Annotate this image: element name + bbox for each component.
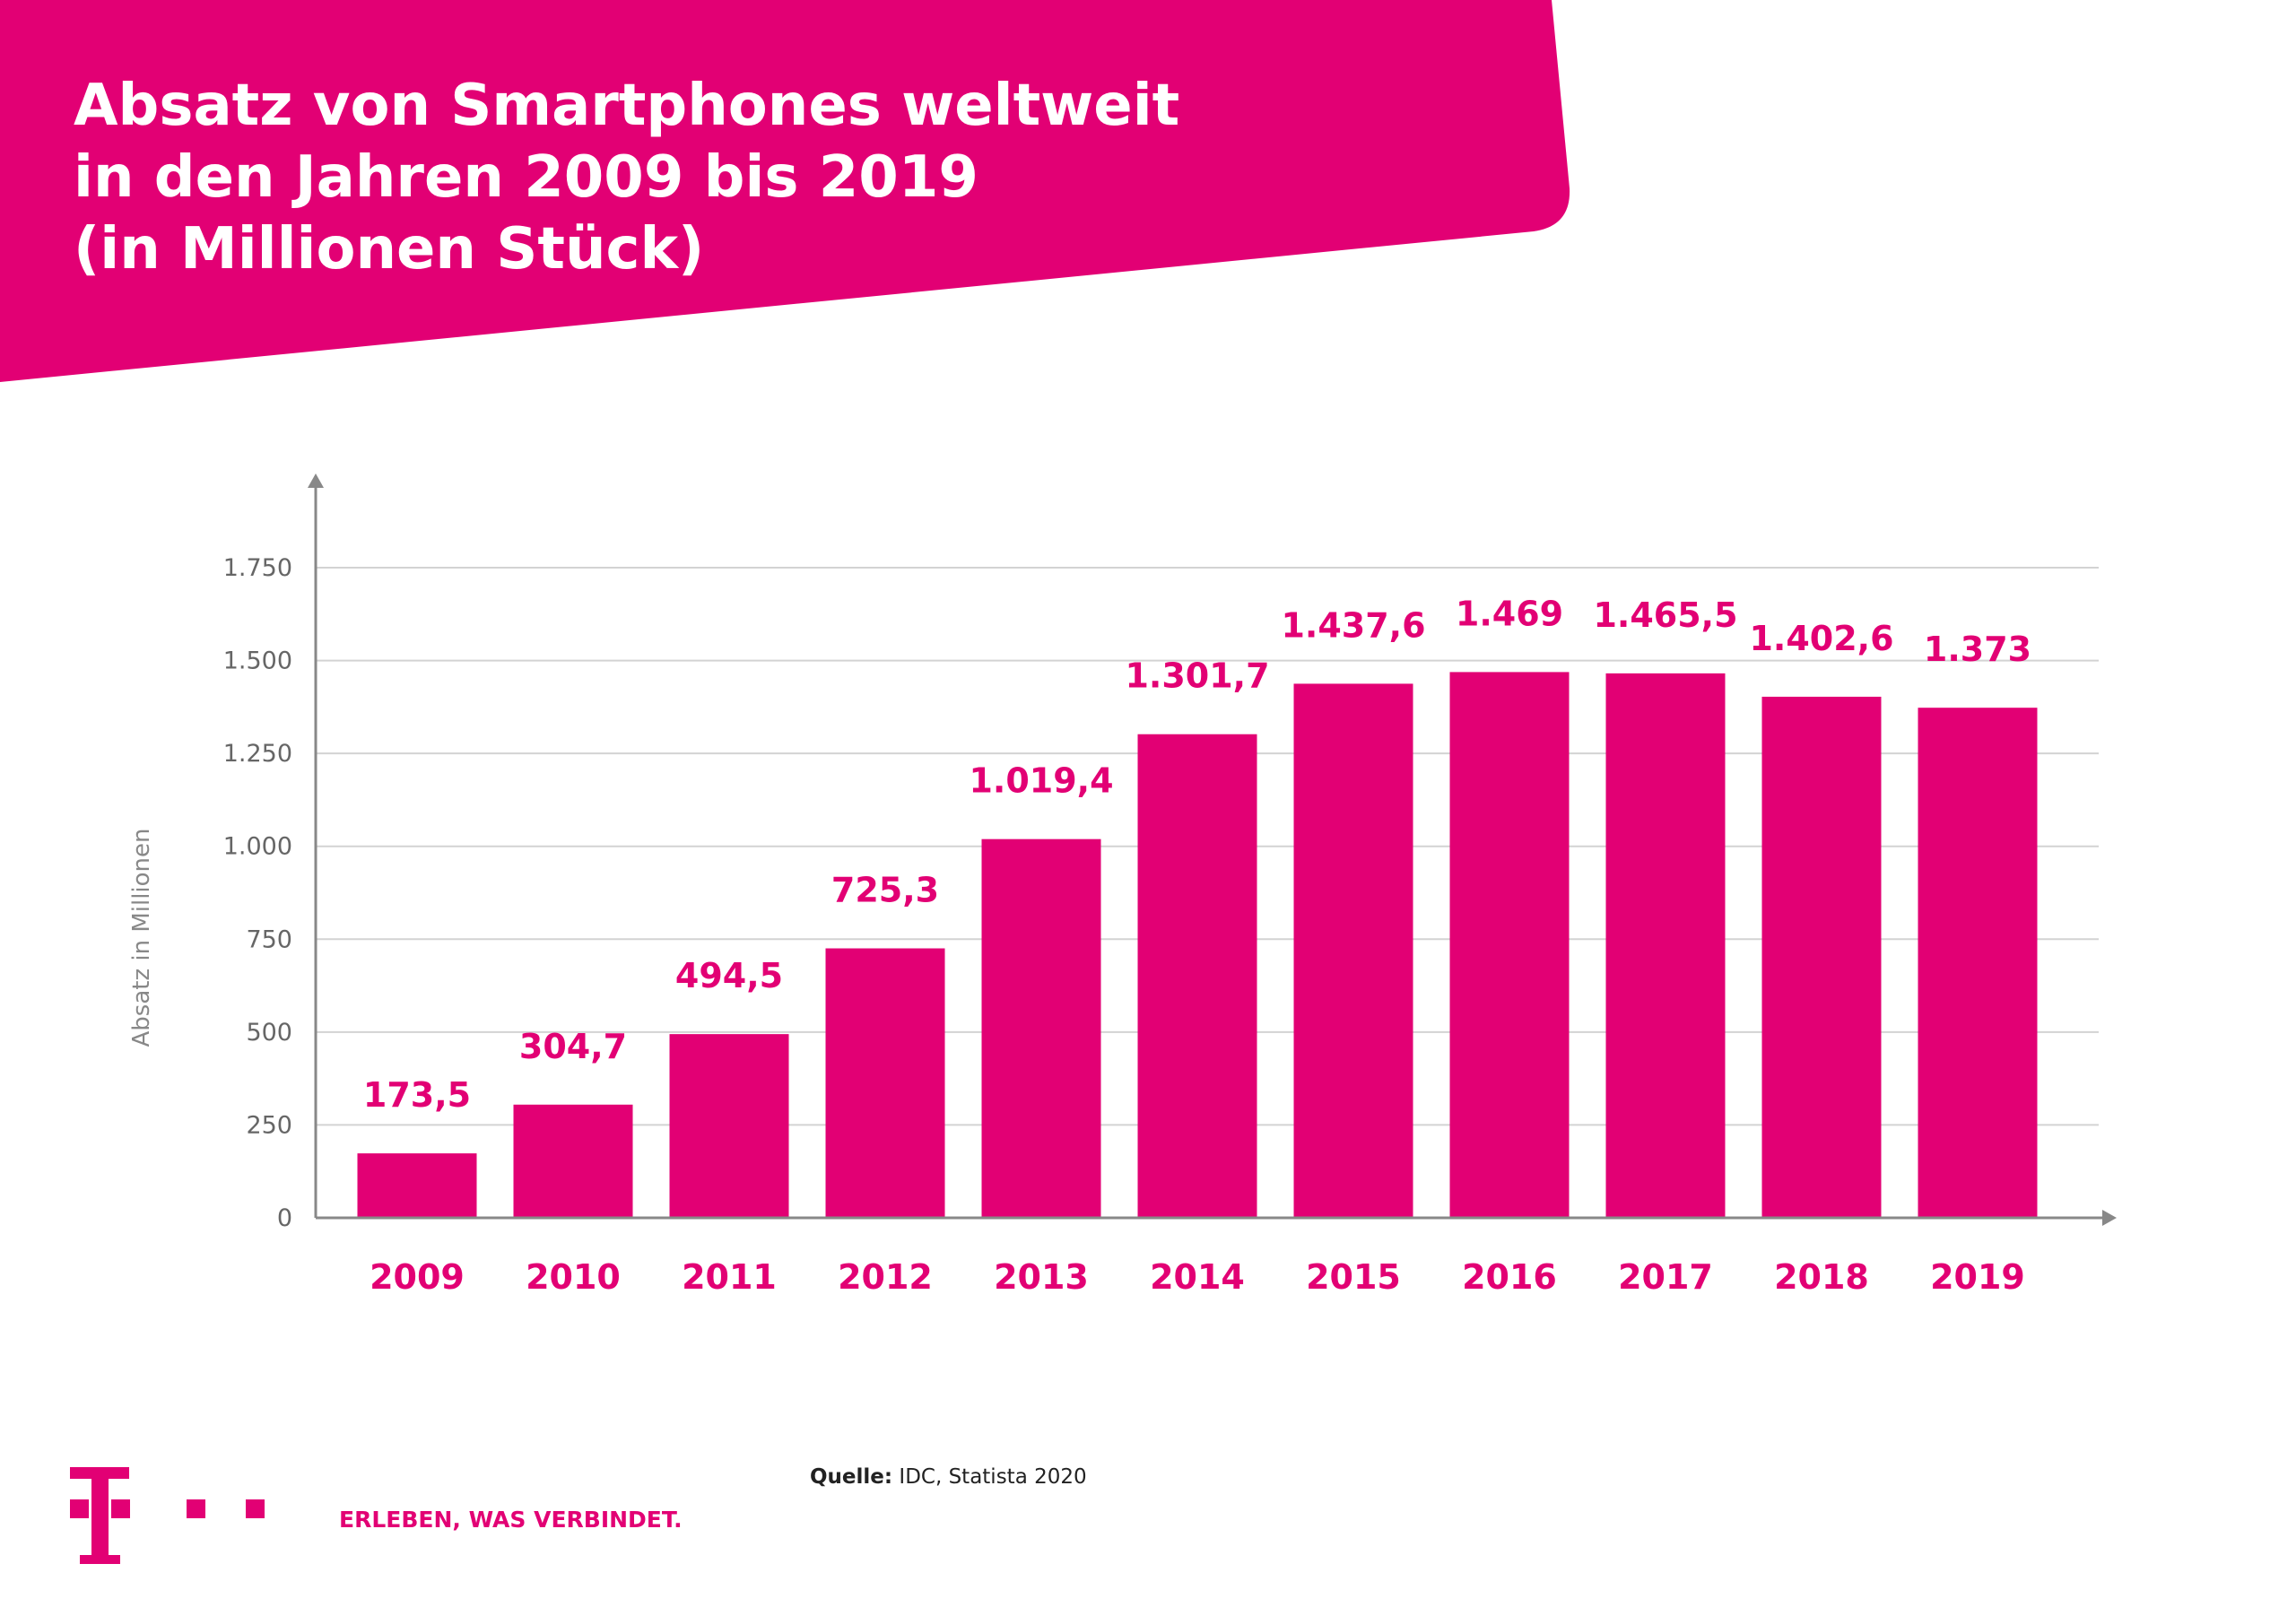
logo-t-base [80, 1555, 120, 1564]
chart-title: Absatz von Smartphones weltweit in den J… [74, 70, 1179, 285]
bar [1761, 696, 1882, 1218]
slogan: ERLEBEN, WAS VERBINDET. [339, 1507, 683, 1533]
bar [513, 1104, 633, 1218]
x-tick-label: 2013 [994, 1257, 1089, 1297]
header-banner [0, 0, 1570, 382]
chart-title-line-3: (in Millionen Stück) [74, 216, 705, 282]
value-label: 1.373 [1924, 630, 2031, 669]
value-label: 1.437,6 [1281, 605, 1425, 645]
logo-dot-2 [246, 1499, 265, 1518]
y-tick-label: 250 [246, 1111, 292, 1139]
bar [1918, 708, 2038, 1218]
x-tick-label: 2009 [370, 1257, 465, 1297]
logo-t-stem [91, 1467, 109, 1564]
bar [825, 948, 945, 1218]
value-label: 173,5 [363, 1075, 471, 1115]
bar [1605, 673, 1726, 1218]
bar [1137, 734, 1257, 1218]
x-tick-label: 2014 [1150, 1257, 1245, 1297]
bar [1449, 672, 1570, 1218]
bar [1293, 683, 1413, 1218]
x-tick-label: 2015 [1306, 1257, 1401, 1297]
labels: 0 250 500 750 1.000 1.250 1.500 1.750 173,5 2009 3… [128, 554, 2031, 1297]
x-tick-label: 2016 [1462, 1257, 1557, 1297]
header-banner-shape [0, 0, 1570, 382]
bar [669, 1034, 789, 1218]
value-label: 1.465,5 [1593, 595, 1737, 635]
axes [308, 474, 2117, 1226]
x-tick-label: 2018 [1774, 1257, 1869, 1297]
logo-square-left [70, 1499, 89, 1518]
source-label: Quelle: [810, 1465, 893, 1489]
x-tick-label: 2019 [1930, 1257, 2025, 1297]
y-axis-title: Absatz in Millionen [128, 828, 155, 1047]
source-text: IDC, Statista 2020 [892, 1465, 1087, 1489]
y-tick-label: 1.250 [223, 740, 292, 768]
x-tick-label: 2010 [526, 1257, 621, 1297]
logo-dot-1 [187, 1499, 205, 1518]
value-label: 1.469 [1456, 594, 1563, 633]
bar [357, 1153, 477, 1218]
telekom-logo: T [70, 1467, 265, 1564]
bar [981, 838, 1101, 1218]
value-label: 494,5 [675, 956, 783, 995]
y-tick-label: 500 [246, 1019, 292, 1047]
chart-title-line-2: in den Jahren 2009 bis 2019 [74, 144, 978, 211]
y-tick-label: 1.750 [223, 554, 292, 582]
source-note: Quelle: IDC, Statista 2020 [810, 1465, 1087, 1489]
value-label: 725,3 [831, 871, 939, 910]
bars [357, 672, 2038, 1218]
x-tick-label: 2011 [682, 1257, 777, 1297]
logo-square-mid [111, 1499, 130, 1518]
value-label: 1.301,7 [1125, 656, 1269, 696]
y-tick-label: 0 [277, 1204, 292, 1232]
chart-title-line-1: Absatz von Smartphones weltweit [74, 73, 1180, 139]
y-tick-label: 1.500 [223, 647, 292, 675]
value-label: 1.402,6 [1749, 619, 1893, 658]
x-tick-label: 2012 [838, 1257, 933, 1297]
value-label: 304,7 [519, 1027, 627, 1066]
x-axis-arrow [2102, 1210, 2117, 1226]
y-axis-arrow [308, 474, 324, 488]
y-tick-label: 1.000 [223, 833, 292, 861]
value-label: 1.019,4 [969, 761, 1113, 801]
x-tick-label: 2017 [1618, 1257, 1713, 1297]
y-tick-label: 750 [246, 925, 292, 953]
